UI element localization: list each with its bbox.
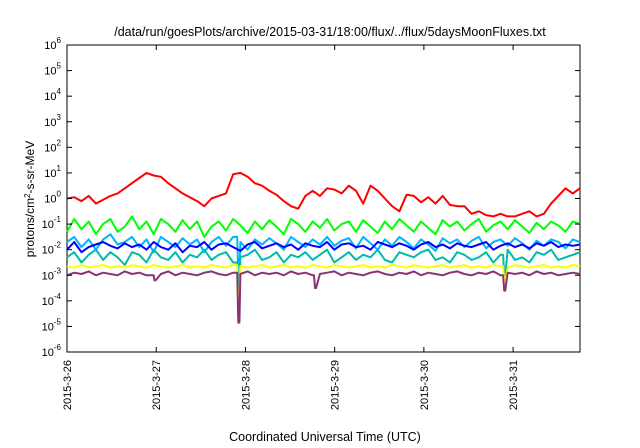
chart-title: /data/run/goesPlots/archive/2015-03-31/1… xyxy=(114,25,546,39)
plot-frame xyxy=(66,44,581,353)
y-tick-label: 105 xyxy=(44,62,61,78)
y-tick-label: 10-2 xyxy=(42,241,62,257)
y-axis-label: protons/cm2-s-sr-MeV xyxy=(23,141,37,257)
y-tick-label: 10-5 xyxy=(42,317,62,333)
series-line xyxy=(66,215,581,238)
y-tick-label: 106 xyxy=(44,36,61,52)
y-tick-label: 101 xyxy=(44,164,61,180)
x-tick-label: 2015-3-28 xyxy=(240,360,252,410)
series-line xyxy=(66,241,581,254)
x-tick-label: 2015-3-26 xyxy=(62,360,74,410)
y-tick-label: 10-4 xyxy=(42,292,62,308)
y-tick-label: 10-3 xyxy=(42,266,62,282)
x-axis-label: Coordinated Universal Time (UTC) xyxy=(229,430,421,444)
y-tick-label: 102 xyxy=(44,138,61,154)
x-tick-label: 2015-3-30 xyxy=(419,360,431,410)
y-tick-label: 103 xyxy=(44,113,61,129)
y-tick-label: 104 xyxy=(44,87,61,103)
y-tick-label: 10-6 xyxy=(42,343,62,359)
x-tick-label: 2015-3-29 xyxy=(330,360,342,410)
y-tick-label: 10-1 xyxy=(42,215,62,231)
x-tick-label: 2015-3-31 xyxy=(508,360,520,410)
series-line xyxy=(66,264,581,315)
y-axis: 10-6 10-5 10-4 10-3 10-2 10-1 100 101 102 103 104 1… xyxy=(42,36,580,359)
x-axis: 2015-3-26 2015-3-27 2015-3-28 2015-3-29 2015… xyxy=(62,45,520,410)
series-line xyxy=(66,171,581,218)
series-layer xyxy=(66,171,581,324)
x-tick-label: 2015-3-27 xyxy=(151,360,163,410)
series-line xyxy=(66,233,581,277)
series-line xyxy=(66,270,581,324)
y-tick-label: 100 xyxy=(44,190,61,206)
series-line xyxy=(66,248,581,289)
